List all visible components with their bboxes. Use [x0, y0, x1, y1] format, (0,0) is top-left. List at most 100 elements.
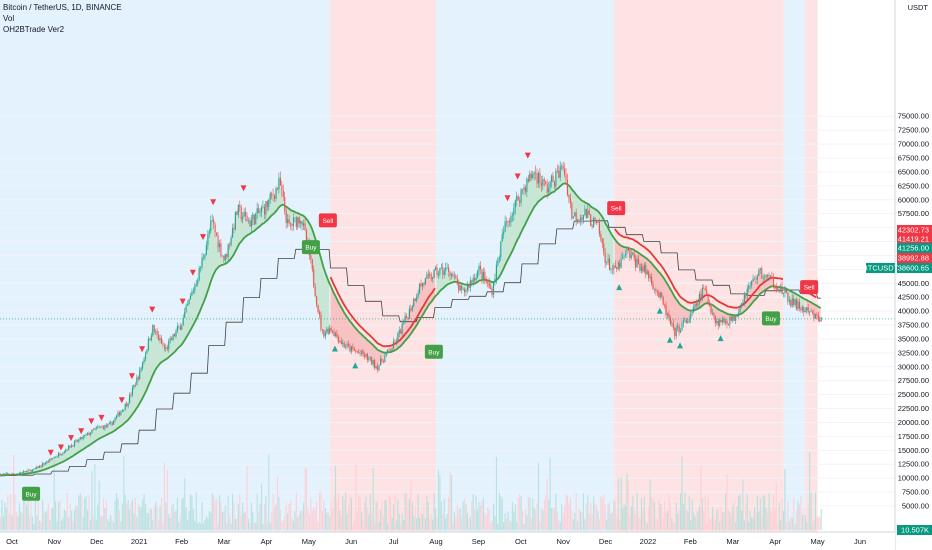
volume-bar	[732, 505, 734, 530]
candle-body	[472, 277, 474, 283]
volume-bar	[591, 514, 593, 530]
volume-bar	[23, 497, 25, 530]
volume-bar	[408, 498, 410, 530]
candle-body	[680, 330, 682, 333]
candle-body	[630, 254, 632, 259]
candle-body	[488, 282, 490, 288]
volume-indicator-label[interactable]: Vol	[3, 14, 15, 23]
time-tick-label: Dec	[90, 537, 104, 546]
candle-body	[484, 271, 486, 280]
candle-body	[249, 220, 251, 227]
volume-bar	[300, 510, 302, 530]
time-tick-label: 2022	[640, 537, 657, 546]
volume-bar	[317, 522, 319, 530]
candle-body	[703, 287, 705, 289]
volume-bar	[334, 465, 337, 530]
candle-body	[213, 219, 215, 225]
candle-body	[517, 196, 519, 201]
candle-body	[739, 306, 741, 313]
candle-body	[709, 302, 711, 307]
candle-body	[485, 279, 487, 282]
volume-bar	[308, 513, 310, 530]
volume-bar	[127, 499, 129, 530]
candle-body	[664, 304, 666, 306]
candle-body	[365, 353, 367, 357]
volume-bar	[704, 495, 706, 530]
volume-bar	[468, 519, 470, 530]
volume-bar	[787, 501, 789, 530]
volume-bar	[810, 492, 812, 530]
volume-bar	[258, 512, 260, 530]
candle-body	[201, 257, 203, 267]
volume-bar	[162, 523, 164, 530]
time-axis-bg	[0, 532, 895, 550]
volume-bar	[751, 517, 753, 530]
candle-body	[790, 300, 792, 307]
candle-body	[292, 217, 294, 226]
overbought-arrow	[524, 152, 531, 159]
price-tick-label: 67500.00	[898, 154, 929, 163]
candle-body	[334, 333, 337, 336]
candle-body	[194, 285, 196, 291]
candle-body	[653, 289, 656, 290]
time-tick-label: Jun	[345, 537, 357, 546]
candle-body	[205, 245, 207, 255]
volume-bar	[527, 496, 529, 530]
volume-bar	[665, 512, 667, 530]
candle-body	[468, 284, 470, 288]
candle-body	[216, 232, 218, 236]
volume-bar	[651, 497, 653, 530]
candle-body	[179, 326, 181, 330]
candle-body	[232, 227, 234, 238]
volume-bar	[304, 467, 306, 530]
volume-bar	[17, 516, 19, 530]
overbought-arrow	[179, 298, 186, 305]
volume-bar	[379, 509, 381, 530]
volume-bar	[613, 500, 615, 530]
candle-body	[471, 280, 473, 283]
candle-body	[610, 268, 612, 270]
candle-body	[384, 356, 386, 363]
volume-bar	[98, 480, 100, 530]
candle-body	[168, 341, 170, 350]
candle-body	[585, 209, 587, 219]
overbought-arrow	[78, 428, 85, 435]
volume-bar	[646, 523, 648, 530]
candle-body	[745, 294, 747, 297]
candle-body	[406, 315, 408, 318]
overbought-arrow	[514, 173, 521, 180]
volume-bar	[400, 523, 402, 530]
candle-body	[301, 221, 303, 226]
candle-body	[124, 403, 126, 410]
candle-body	[769, 275, 772, 277]
volume-bar	[43, 511, 45, 530]
candle-body	[595, 219, 598, 223]
candle-body	[429, 273, 431, 275]
volume-bar	[459, 507, 461, 530]
candle-body	[188, 299, 190, 305]
candle-body	[551, 175, 553, 182]
candle-body	[445, 267, 447, 271]
volume-bar	[246, 466, 248, 530]
candle-body	[694, 303, 696, 308]
candle-body	[413, 298, 415, 307]
candle-body	[652, 283, 654, 290]
volume-bar	[745, 504, 747, 530]
price-tick-label: 40000.00	[898, 307, 929, 316]
volume-bar	[50, 508, 52, 530]
candle-body	[713, 313, 715, 316]
volume-bar	[626, 473, 628, 530]
price-tick-label: 27500.00	[898, 376, 929, 385]
candle-body	[395, 341, 397, 343]
volume-bar	[507, 511, 509, 530]
fast-average-line	[0, 182, 822, 477]
volume-bar	[168, 514, 170, 530]
candle-body	[735, 316, 737, 321]
indicator-label[interactable]: OH2BTrade Ver2	[3, 25, 65, 34]
oversold-arrow	[331, 345, 338, 352]
candle-body	[350, 346, 352, 352]
volume-bar	[203, 523, 205, 530]
volume-bar	[682, 503, 685, 530]
volume-bar	[774, 507, 776, 530]
